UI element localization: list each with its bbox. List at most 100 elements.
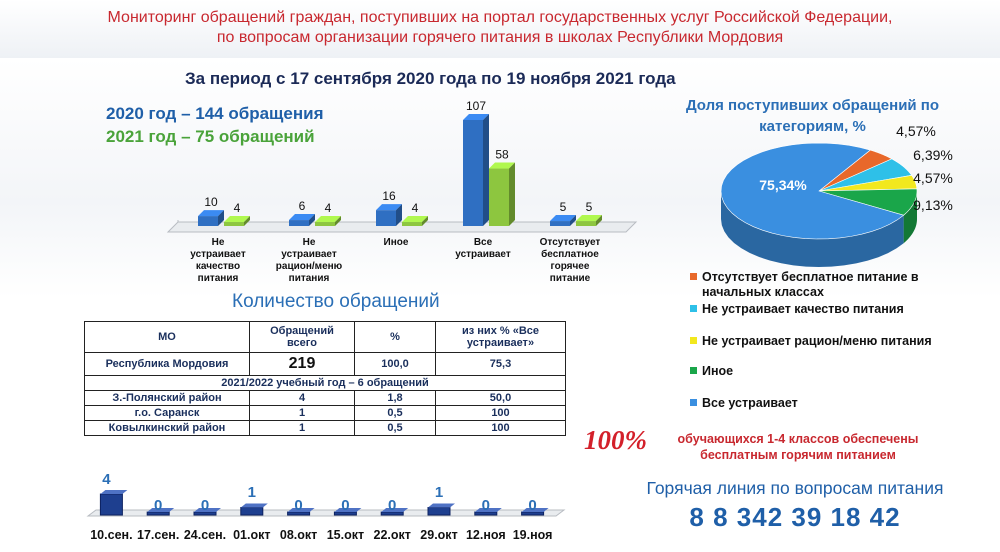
weekly-value-label: 0: [341, 497, 349, 514]
weekly-bar-top: [100, 490, 128, 494]
table-section-row: 2021/2022 учебный год – 6 обращений: [84, 375, 566, 391]
bar: [489, 168, 509, 226]
bar-top: [315, 216, 341, 223]
hotline-phone: 8 8 342 39 18 42: [689, 502, 901, 532]
weekly-date-label: 10.сен.: [90, 528, 132, 542]
bar-value-label: 5: [586, 200, 593, 214]
table-cell: 100: [435, 405, 566, 421]
category-label: рацион/меню: [276, 261, 343, 272]
bar-value-label: 10: [204, 195, 218, 209]
table-cell: Республика Мордовия: [84, 352, 250, 376]
bar-top: [463, 114, 489, 120]
table-header-cell: из них % «Все устраивает»: [435, 321, 566, 353]
weekly-value-label: 0: [482, 497, 490, 514]
bar: [289, 220, 309, 226]
pupils-provided-text: обучающихся 1-4 классов обеспечены беспл…: [677, 432, 919, 462]
weekly-value-label: 1: [248, 484, 256, 501]
pie-slice: [818, 175, 918, 192]
table-cell: г.о. Саранск: [84, 405, 250, 421]
weekly-value-label: 0: [154, 497, 162, 514]
pie-value-label: 4,57%: [913, 170, 953, 186]
bar-value-label: 16: [382, 189, 396, 203]
pie-slice: [720, 142, 905, 240]
weekly-bar: [240, 507, 264, 516]
legend-marker: [690, 399, 697, 406]
pie-slice: [818, 158, 913, 192]
weekly-date-label: 19.ноя: [513, 528, 553, 542]
bar: [198, 216, 218, 226]
bar: [376, 210, 396, 226]
weekly-date-label: 01.окт: [233, 528, 270, 542]
category-label: качество: [196, 261, 240, 272]
bar-value-label: 4: [325, 201, 332, 215]
table-cell: 75,3: [435, 352, 566, 376]
table-cell: 100: [435, 420, 566, 436]
weekly-bar-top: [194, 508, 221, 512]
table-row: Ковылкинский район 1 0,5 100: [84, 420, 566, 436]
table-cell: 100,0: [354, 352, 436, 376]
mo-table: МО Обращений всего % из них % «Все устра…: [84, 321, 566, 436]
bar-side: [483, 114, 489, 226]
weekly-bar-top: [521, 508, 549, 512]
bar-value-label: 6: [299, 199, 306, 213]
table-cell: 219: [249, 352, 355, 376]
weekly-date-label: 17.сен.: [137, 528, 179, 542]
category-label: питание: [550, 273, 591, 284]
bar: [463, 120, 483, 226]
bar-top: [289, 214, 315, 221]
bar: [402, 222, 422, 226]
weekly-value-label: 1: [435, 484, 443, 501]
table-cell: З.-Полянский район: [84, 390, 250, 406]
table-header-cell: %: [354, 321, 436, 353]
chart-floor: [166, 221, 638, 233]
hotline-title: Горячая линия по вопросам питания: [646, 478, 944, 498]
category-label: бесплатное: [541, 248, 599, 260]
weekly-bar-chart: 4 10.сен. 0 17.сен. 0 24.сен. 1 01.окт 0 08.окт 0 1…: [86, 471, 566, 542]
weekly-bar-top: [474, 508, 502, 512]
bar: [224, 222, 244, 226]
pie-slice-side: [721, 191, 904, 267]
bar-top: [489, 162, 515, 169]
table-header-cell: Обращений всего: [249, 321, 355, 353]
category-label: Иное: [384, 237, 409, 248]
table-cell: 4: [249, 390, 355, 406]
bar-side: [422, 216, 428, 226]
weekly-bar-top: [334, 508, 362, 512]
bar: [550, 221, 570, 226]
legend-marker: [690, 305, 697, 312]
category-label: устраивает: [281, 249, 337, 260]
table-row: З.-Полянский район 4 1,8 50,0: [84, 390, 566, 406]
legend-label: Иное: [702, 364, 734, 378]
weekly-value-label: 0: [201, 497, 209, 514]
weekly-date-label: 22.окт: [374, 528, 411, 542]
weekly-date-label: 12.ноя: [466, 528, 506, 542]
table-header-row: МО Обращений всего % из них % «Все устра…: [84, 321, 566, 353]
quantity-title: Количество обращений: [232, 291, 440, 312]
weekly-date-label: 15.окт: [327, 528, 364, 542]
percent-100-label: 100%: [584, 425, 647, 455]
bar-side: [335, 216, 341, 226]
table-header-cell: МО: [84, 321, 250, 353]
weekly-bar: [99, 493, 123, 516]
bar-side: [396, 204, 402, 226]
bar-side: [244, 216, 250, 226]
pie-value-label: 9,13%: [913, 197, 953, 213]
bar-top: [550, 215, 576, 222]
bar-top: [198, 210, 224, 217]
period-title: За период с 17 сентября 2020 года по 19 …: [185, 69, 676, 88]
bar-side: [218, 210, 224, 226]
bar-value-label: 4: [412, 201, 419, 215]
bar-side: [309, 214, 315, 226]
bar: [315, 222, 335, 226]
pie-chart-title: Доля поступивших обращений по категориям…: [685, 97, 940, 135]
header-title-line1: Мониторинг обращений граждан, поступивши…: [107, 9, 893, 26]
pie-slice: [818, 188, 918, 216]
table-cell: 1: [249, 420, 355, 436]
table-cell: 0,5: [354, 420, 436, 436]
pie-value-label: 6,39%: [913, 147, 953, 163]
bar-side: [509, 162, 515, 226]
legend-marker: [690, 337, 697, 344]
weekly-value-label: 4: [102, 471, 111, 488]
